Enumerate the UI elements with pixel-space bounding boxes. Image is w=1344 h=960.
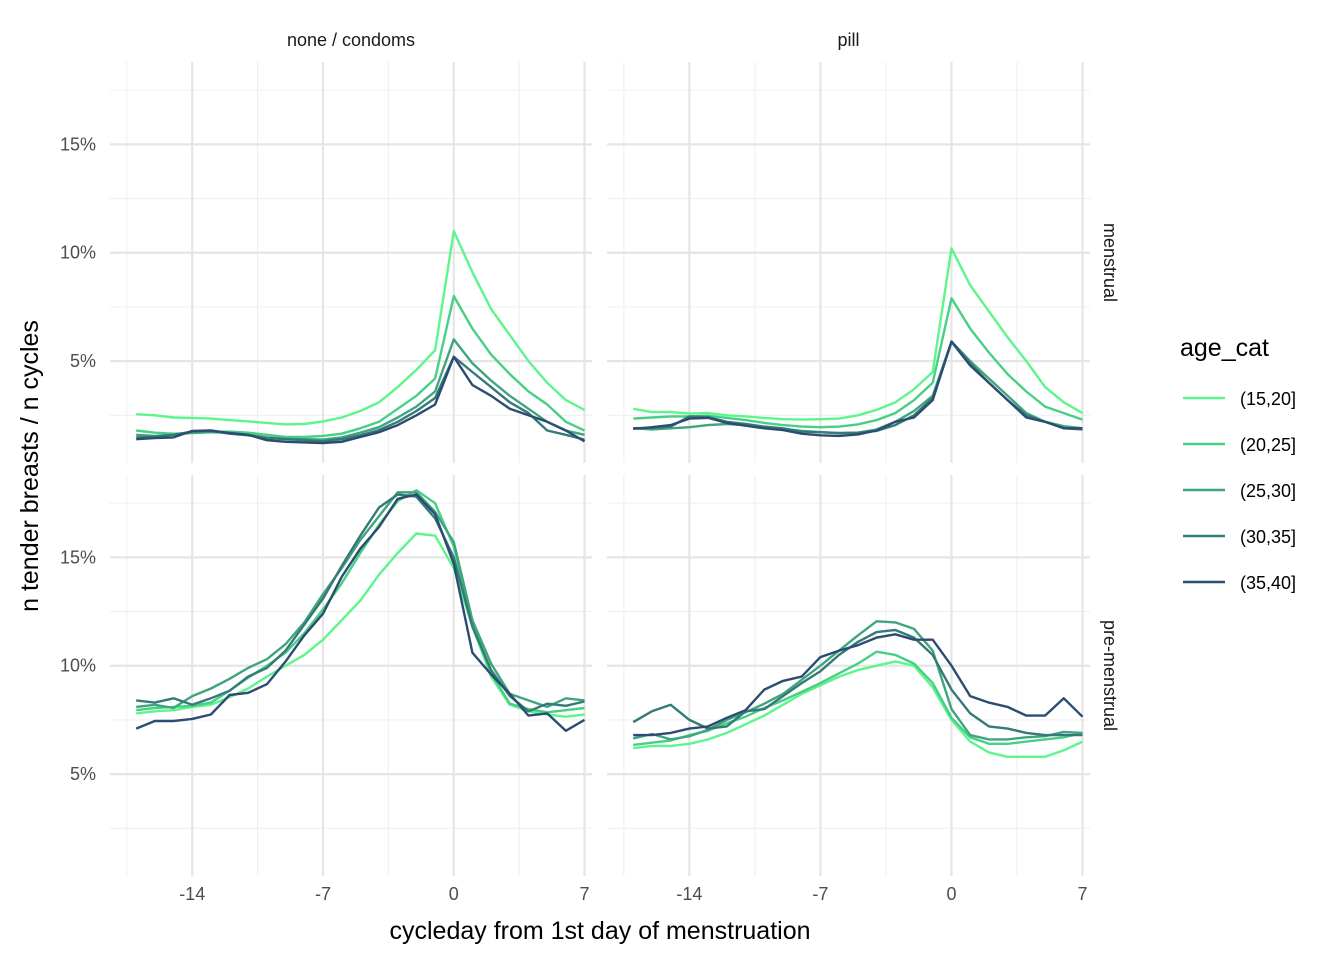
series-line-35-40 [633,340,1083,438]
y-axis-title: n tender breasts / n cycles [16,320,44,612]
series-line-25-30 [632,620,1083,741]
series-line-20-25 [136,489,585,714]
panel-1-0 [607,62,1090,463]
series-line-35-40 [135,493,586,732]
x-tick-label: -7 [812,884,828,904]
facet-row-label: pre-menstrual [1100,620,1120,731]
y-tick-label: 5% [70,351,96,371]
series-line-20-25 [633,297,1083,429]
series-line-30-35 [136,493,585,713]
series-line-15-20 [632,247,1084,421]
facet-strips: none / condoms pill menstrual pre-menstrual [287,30,1120,731]
legend-label: (35,40] [1240,573,1296,593]
series-line-15-20 [136,532,585,718]
series-line-35-40 [633,633,1084,737]
legend-label: (25,30] [1240,481,1296,501]
x-tick-label: 7 [580,884,590,904]
series-line-15-20 [633,660,1084,758]
x-tick-label: 7 [1078,884,1088,904]
panel-1-1 [607,475,1090,876]
x-tick-label: -14 [179,884,205,904]
legend-label: (15,20] [1240,389,1296,409]
panels [110,62,1090,876]
facet-column-label: none / condoms [287,30,415,50]
facet-row-label: menstrual [1100,223,1120,302]
series-line-35-40 [136,355,586,445]
y-tick-label: 10% [60,656,96,676]
x-axis-title: cycleday from 1st day of menstruation [389,917,810,945]
x-tick-label: -14 [676,884,702,904]
y-tick-label: 15% [60,547,96,567]
y-tick-label: 5% [70,764,96,784]
legend: age_cat (15,20] (20,25] (25,30] (30,35] (35,… [1180,334,1296,593]
legend-label: (20,25] [1240,435,1296,455]
series-line-20-25 [136,294,586,439]
y-tick-label: 10% [60,243,96,263]
panel-0-0 [110,62,592,463]
facet-column-label: pill [837,30,859,50]
series-line-15-20 [136,229,586,426]
series-line-30-35 [632,628,1083,737]
x-tick-label: 0 [946,884,956,904]
x-tick-label: 0 [449,884,459,904]
legend-title: age_cat [1180,334,1269,362]
panel-0-1 [110,475,592,876]
x-tick-label: -7 [315,884,331,904]
legend-label: (30,35] [1240,527,1296,547]
axes: 5% 10% 15% 5% 10% 15% -14 -7 0 7 -14 -7 0 7 [60,134,1088,904]
series-line-25-30 [136,338,585,441]
y-tick-label: 15% [60,134,96,154]
